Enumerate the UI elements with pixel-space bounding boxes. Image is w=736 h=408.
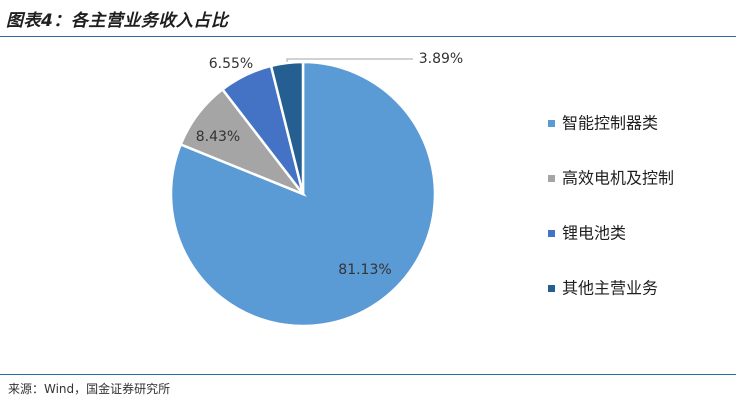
pie-chart: 81.13% 8.43% 6.55% 3.89% 智能控制器类高效电机及控制锂电池类其… [169,51,674,328]
data-labels: 81.13% 8.43% 6.55% 3.89% [196,51,463,278]
data-label: 3.89% [419,51,463,67]
leader-line [286,58,413,62]
data-label: 8.43% [196,129,240,145]
bottom-divider [0,374,736,375]
pie-slices [169,60,437,328]
chart-title: 图表4：各主营业务收入占比 [6,11,229,31]
pie-slice [269,60,305,195]
data-label: 6.55% [209,56,253,72]
legend-swatch [548,175,555,182]
legend-swatch [548,230,555,237]
legend-label: 高效电机及控制 [562,169,674,188]
leader-lines [286,58,413,62]
top-divider [0,36,736,37]
legend-label: 其他主营业务 [562,279,658,298]
legend-label: 智能控制器类 [562,114,658,133]
legend-swatch [548,120,555,127]
legend-swatch [548,285,555,292]
data-label: 81.13% [338,262,391,278]
legend-label: 锂电池类 [562,224,626,243]
source-note: 来源：Wind，国金证券研究所 [8,382,171,396]
